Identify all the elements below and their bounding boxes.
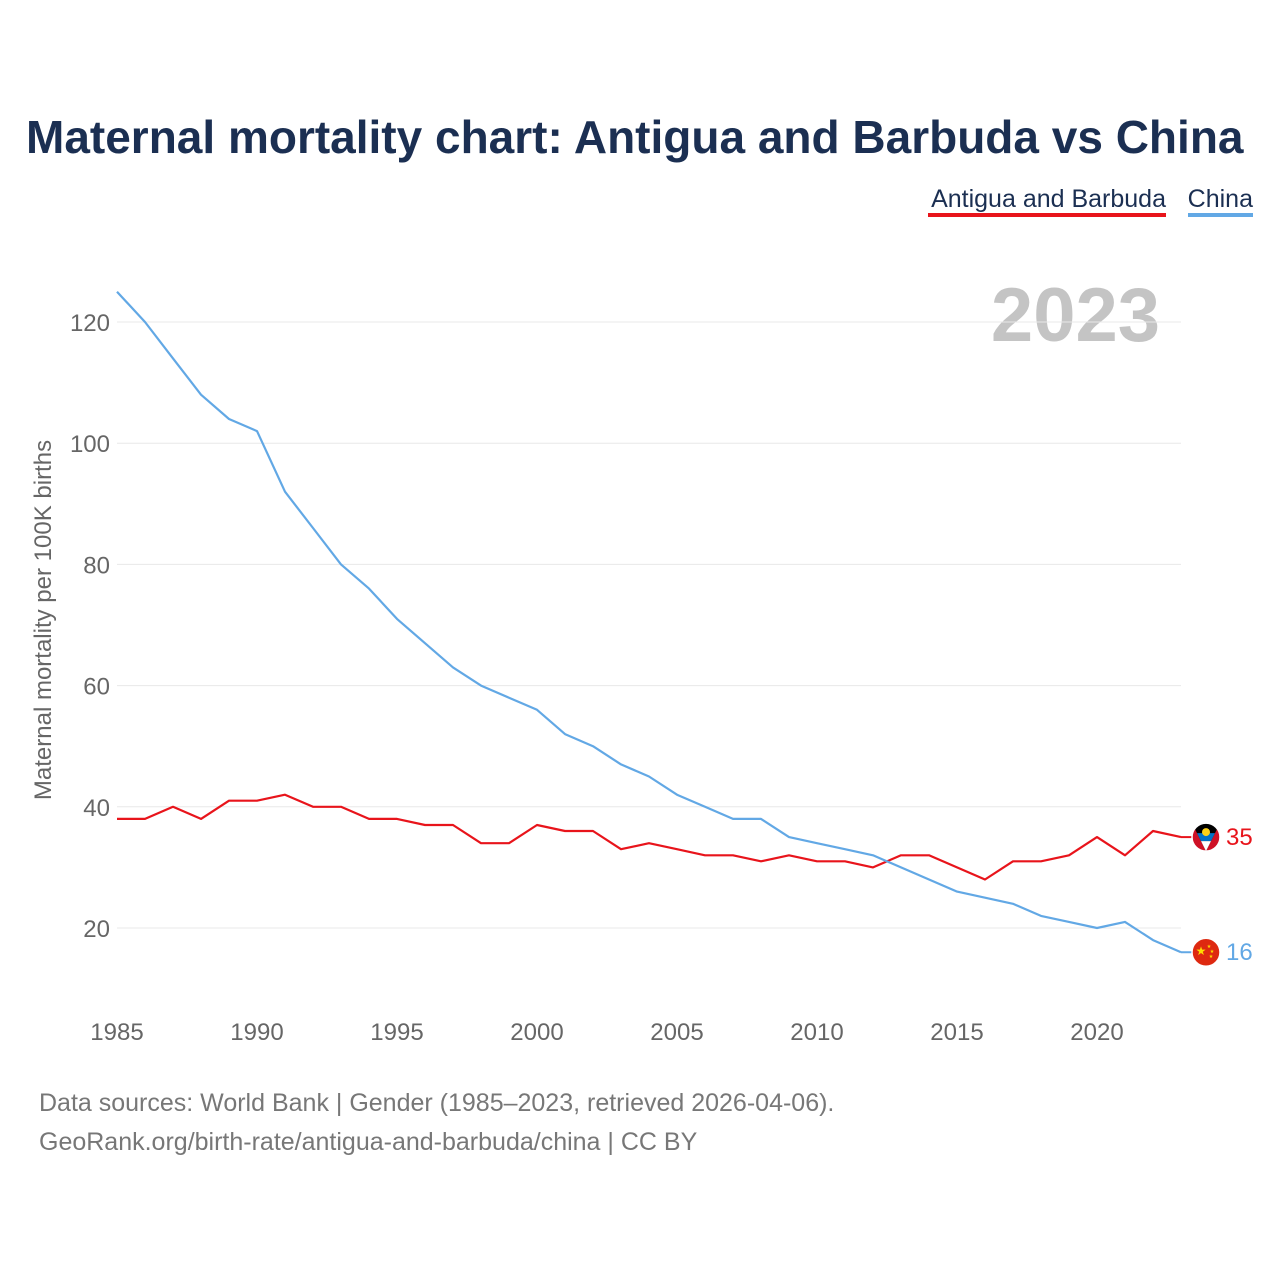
svg-text:★: ★ [1196,944,1207,958]
x-axis-ticks: 1985 1990 1995 2000 2005 2010 2015 2020 [90,1019,1123,1046]
svg-text:★: ★ [1209,954,1214,960]
series-line-antigua[interactable] [117,793,1182,881]
x-tick-label: 1995 [370,1019,423,1046]
year-label: 2023 [991,273,1160,358]
x-tick-label: 2000 [510,1019,563,1046]
x-tick-label: 2005 [650,1019,703,1046]
legend-label-antigua[interactable]: Antigua and Barbuda [931,185,1166,213]
x-tick-label: 2020 [1070,1019,1123,1046]
source-line-2[interactable]: GeoRank.org/birth-rate/antigua-and-barbu… [39,1128,698,1156]
x-tick-label: 2015 [930,1019,983,1046]
china-end-marker: ★ ★ ★ ★ 16 [1191,937,1253,967]
legend-label-china[interactable]: China [1188,185,1253,213]
x-tick-label: 1985 [90,1019,143,1046]
y-tick-label: 20 [83,916,110,943]
gridlines [117,321,1181,929]
y-tick-label: 100 [70,431,110,458]
y-tick-label: 80 [83,552,110,579]
chart-title: Maternal mortality chart: Antigua and Ba… [26,111,1244,163]
china-flag-icon: ★ ★ ★ ★ [1191,937,1221,967]
y-tick-label: 120 [70,310,110,337]
source-line-1: Data sources: World Bank | Gender (1985–… [39,1089,834,1117]
china-end-value: 16 [1226,939,1253,966]
antigua-end-marker: 35 [1191,822,1253,852]
svg-text:★: ★ [1207,944,1212,950]
y-axis-label: Maternal mortality per 100K births [30,440,57,800]
x-tick-label: 2010 [790,1019,843,1046]
legend: Antigua and Barbuda China [928,185,1253,217]
y-tick-label: 60 [83,674,110,701]
series-line-china[interactable] [116,290,1182,954]
series-lines [116,290,1192,954]
antigua-end-value: 35 [1226,824,1253,851]
x-tick-label: 1990 [230,1019,283,1046]
svg-text:★: ★ [1210,949,1215,955]
antigua-flag-icon [1191,822,1221,852]
y-axis-ticks: 20 40 60 80 100 120 [70,310,110,943]
y-tick-label: 40 [83,795,110,822]
